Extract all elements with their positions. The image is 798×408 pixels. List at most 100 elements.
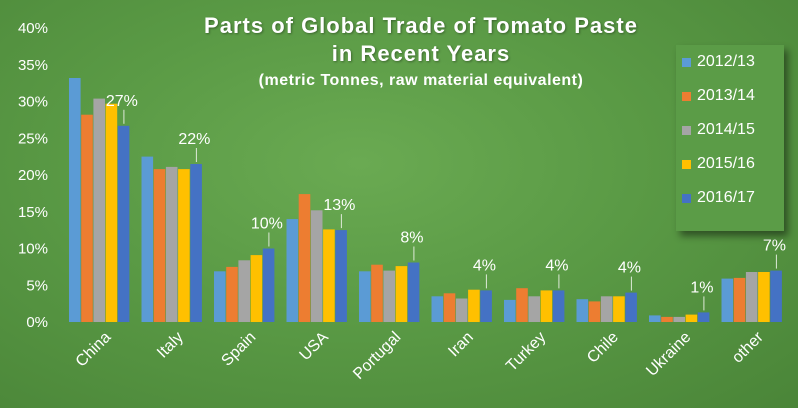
y-tick-label: 15% bbox=[18, 204, 48, 221]
category-label: Portugal bbox=[350, 329, 404, 383]
bar bbox=[431, 296, 444, 322]
bar bbox=[455, 298, 468, 322]
leader-lines bbox=[123, 109, 777, 311]
bar bbox=[383, 270, 395, 322]
bar bbox=[105, 103, 118, 322]
bar bbox=[721, 278, 734, 322]
bar bbox=[395, 266, 408, 322]
category-label: China bbox=[73, 329, 115, 371]
legend-item: 2012/13 bbox=[676, 49, 784, 75]
bar bbox=[685, 314, 698, 322]
bar bbox=[649, 315, 661, 322]
data-label-layer: 27% 22% 10% 13% 8% 4% 4% 4% 1% 7% bbox=[106, 93, 786, 297]
y-tick-label: 25% bbox=[18, 130, 48, 147]
bar bbox=[540, 290, 553, 322]
bar-layer bbox=[69, 78, 782, 322]
bar bbox=[323, 229, 335, 322]
data-label: 13% bbox=[323, 197, 355, 214]
legend-swatch bbox=[682, 125, 691, 135]
data-label: 7% bbox=[763, 238, 786, 255]
category-label: Spain bbox=[218, 329, 259, 370]
bar bbox=[226, 266, 238, 322]
legend-swatch bbox=[682, 159, 691, 169]
bar bbox=[250, 255, 263, 322]
data-label: 4% bbox=[545, 257, 568, 274]
bar bbox=[214, 271, 226, 322]
bar bbox=[758, 272, 770, 322]
bar bbox=[625, 292, 637, 322]
category-label: Ukraine bbox=[643, 329, 694, 380]
bar bbox=[697, 312, 710, 322]
category-label: other bbox=[729, 328, 767, 366]
bar bbox=[443, 293, 456, 322]
y-tick-label: 5% bbox=[26, 277, 48, 294]
bar bbox=[286, 219, 299, 322]
bar bbox=[468, 289, 480, 322]
bar bbox=[576, 299, 589, 322]
bar bbox=[528, 296, 540, 322]
bar bbox=[93, 98, 105, 322]
bar bbox=[733, 277, 746, 322]
bar bbox=[371, 264, 383, 322]
bar bbox=[238, 260, 250, 322]
bar bbox=[335, 230, 347, 322]
bar bbox=[516, 288, 528, 322]
y-tick-label: 35% bbox=[18, 57, 48, 74]
bar bbox=[613, 296, 625, 322]
bar bbox=[359, 271, 371, 322]
category-label: USA bbox=[297, 329, 333, 365]
category-label: Turkey bbox=[503, 329, 549, 375]
bar bbox=[588, 301, 601, 322]
bar bbox=[673, 316, 685, 322]
bar bbox=[552, 290, 565, 322]
legend-item: 2013/14 bbox=[676, 83, 784, 109]
legend-swatch bbox=[682, 193, 691, 203]
legend-item: 2014/15 bbox=[676, 117, 784, 143]
bar bbox=[480, 290, 492, 322]
y-tick-label: 10% bbox=[18, 241, 48, 258]
bar bbox=[600, 296, 613, 322]
legend-label: 2016/17 bbox=[697, 189, 755, 206]
legend-label: 2012/13 bbox=[697, 53, 755, 70]
bar bbox=[504, 299, 516, 322]
legend-label: 2015/16 bbox=[697, 155, 755, 172]
bar bbox=[178, 169, 190, 322]
bar bbox=[745, 272, 758, 322]
y-tick-label: 20% bbox=[18, 167, 48, 184]
data-label: 8% bbox=[400, 230, 423, 247]
chart-title-line2: in Recent Years bbox=[332, 41, 510, 66]
bar bbox=[153, 169, 166, 322]
data-label: 27% bbox=[106, 93, 138, 110]
bar bbox=[69, 78, 81, 322]
legend-swatch bbox=[682, 91, 691, 101]
bar bbox=[81, 114, 93, 322]
data-label: 10% bbox=[251, 216, 283, 233]
y-tick-label: 40% bbox=[18, 20, 48, 37]
data-label: 4% bbox=[473, 257, 496, 274]
category-label: Iran bbox=[445, 329, 477, 361]
bar bbox=[407, 262, 420, 322]
category-label: Chile bbox=[584, 329, 622, 367]
legend-swatch bbox=[682, 57, 691, 67]
bar bbox=[298, 194, 311, 322]
legend-item: 2016/17 bbox=[676, 185, 784, 211]
bar bbox=[141, 156, 154, 322]
bar bbox=[190, 164, 202, 322]
bar bbox=[117, 125, 130, 322]
bar bbox=[770, 270, 782, 322]
category-label: Italy bbox=[154, 329, 187, 362]
y-tick-label: 30% bbox=[18, 94, 48, 111]
bar bbox=[661, 316, 673, 322]
chart-legend: 2012/13 2013/14 2014/15 2015/16 2016/17 bbox=[676, 45, 784, 231]
data-label: 1% bbox=[690, 279, 713, 296]
chart-title: Parts of Global Trade of Tomato Paste bbox=[204, 13, 638, 38]
chart-subtitle: (metric Tonnes, raw material equivalent) bbox=[259, 72, 584, 89]
bar bbox=[262, 248, 275, 322]
data-label: 4% bbox=[618, 260, 641, 277]
bar bbox=[310, 210, 323, 322]
legend-label: 2014/15 bbox=[697, 121, 755, 138]
bar bbox=[165, 166, 178, 322]
legend-item: 2015/16 bbox=[676, 151, 784, 177]
